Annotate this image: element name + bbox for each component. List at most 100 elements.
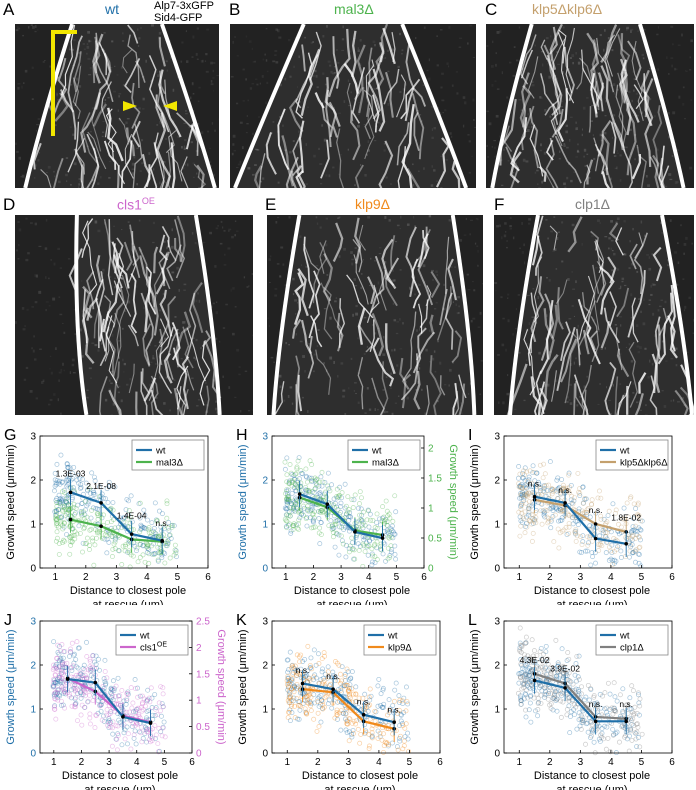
x-tick-label: 3 <box>338 572 344 583</box>
y-tick-label: 3 <box>494 617 500 628</box>
x-axis-label: Distance to closest pole <box>70 585 186 597</box>
spindle-pole-left <box>271 215 302 415</box>
y-right-tick-label: 1 <box>196 696 202 707</box>
x-tick-label: 3 <box>578 757 584 768</box>
series-line <box>70 518 163 543</box>
series-line <box>534 495 627 545</box>
series-line <box>67 677 151 725</box>
x-tick-label: 3 <box>106 757 112 768</box>
data-point <box>353 530 357 534</box>
kymograph-image <box>267 215 483 415</box>
panel-letter-e: E <box>265 195 277 214</box>
data-point <box>593 522 598 526</box>
y-right-tick-label: 1.5 <box>196 669 210 680</box>
p-value-label: 2.1E-08 <box>86 481 116 491</box>
y-tick-label: 0 <box>494 564 500 575</box>
y-tick-label: 0 <box>494 749 500 760</box>
x-tick-label: 6 <box>437 757 443 768</box>
x-tick-label: 6 <box>189 757 195 768</box>
panel-letter-j: J <box>4 612 12 629</box>
legend-box <box>131 439 205 471</box>
y-right-tick-label: 2.5 <box>196 617 210 628</box>
y-tick-label: 1 <box>494 705 500 716</box>
p-value-label: n.s. <box>357 697 371 707</box>
spindle-pole-right <box>400 24 469 188</box>
x-tick-label: 2 <box>311 572 317 583</box>
chart-i: I 1 2 3 4 5 6 0 1 2 3 Growth speed (μm/min) Distance… <box>468 427 675 605</box>
x-tick-label: 2 <box>83 572 89 583</box>
y-axis-right-label: Growth speed (μm/min) <box>447 444 459 559</box>
legend-box <box>595 439 669 471</box>
x-tick-label: 1 <box>284 757 290 768</box>
spindle-pole-left <box>508 215 540 415</box>
series-line <box>70 491 163 542</box>
x-tick-label: 3 <box>578 572 584 583</box>
y-tick-label: 0 <box>262 564 268 575</box>
data-point <box>68 490 73 495</box>
p-value-label: n.s. <box>155 518 169 528</box>
legend-box <box>115 624 189 656</box>
x-tick-label: 2 <box>547 757 553 768</box>
y-tick-label: 3 <box>262 617 268 628</box>
data-point <box>68 517 73 522</box>
y-tick-label: 0 <box>30 749 36 760</box>
x-axis-label-2: at rescue (μm) <box>316 599 387 605</box>
y-axis-label: Growth speed (μm/min) <box>469 629 481 744</box>
spindle-pole-right <box>159 24 217 188</box>
x-tick-label: 1 <box>283 572 289 583</box>
kymograph-image <box>15 215 253 415</box>
y-tick-label: 2 <box>494 661 500 672</box>
title-d-sup: OE <box>141 196 155 206</box>
panel-letter-b: B <box>229 0 241 19</box>
x-tick-label: 4 <box>608 757 614 768</box>
panel-title-c: klp5Δklp6Δ <box>532 1 603 17</box>
spindle-pole-left <box>490 24 534 188</box>
series-line <box>302 688 395 730</box>
y-axis-right-label: Growth speed (μm/min) <box>215 629 227 744</box>
p-value-label: 3.9E-02 <box>550 664 580 674</box>
y-tick-label: 0 <box>30 564 36 575</box>
x-tick-label: 6 <box>421 572 427 583</box>
y-right-tick-label: 1 <box>428 504 434 515</box>
p-value-label: 4.3E-02 <box>520 655 550 665</box>
x-axis-label-2: at rescue (μm) <box>92 599 163 605</box>
x-tick-label: 2 <box>547 572 553 583</box>
data-point <box>593 536 598 541</box>
panel-letter-l: L <box>468 612 477 629</box>
panel-title-e: klp9Δ <box>355 196 391 212</box>
p-value-label: n.s. <box>296 665 310 675</box>
y-right-tick-label: 2 <box>428 444 434 455</box>
p-value-label: 1.4E-04 <box>117 511 147 521</box>
y-right-tick-label: 0.5 <box>196 722 210 733</box>
legend-box <box>363 624 437 656</box>
x-tick-label: 6 <box>205 572 211 583</box>
p-value-label: n.s. <box>589 699 603 709</box>
p-value-label: 1.3E-03 <box>56 468 86 478</box>
y-right-tick-label: 0.5 <box>428 534 442 545</box>
chart-k: K 1 2 3 4 5 6 0 1 2 3 Growth speed (μm/min) Distance… <box>236 612 443 790</box>
y-right-tick-label: 2 <box>196 643 202 654</box>
y-right-tick-label: 0 <box>428 564 434 575</box>
data-point <box>93 680 98 685</box>
x-tick-label: 5 <box>407 757 413 768</box>
kymograph-klp5-klp6 <box>486 24 694 188</box>
legend-entry: wt <box>619 446 630 457</box>
series-line <box>534 498 627 533</box>
data-point <box>300 681 305 686</box>
data-point <box>624 542 628 546</box>
data-point <box>99 524 103 528</box>
legend-entry: wt <box>619 631 630 642</box>
series-line <box>534 679 627 723</box>
y-axis-label: Growth speed (μm/min) <box>237 444 249 559</box>
p-value-label: 1.8E-02 <box>611 512 641 522</box>
y-tick-label: 0 <box>262 749 268 760</box>
data-point <box>532 678 537 683</box>
kymograph-image <box>494 215 694 415</box>
data-point <box>160 538 164 543</box>
kymograph-clp1 <box>494 215 694 415</box>
